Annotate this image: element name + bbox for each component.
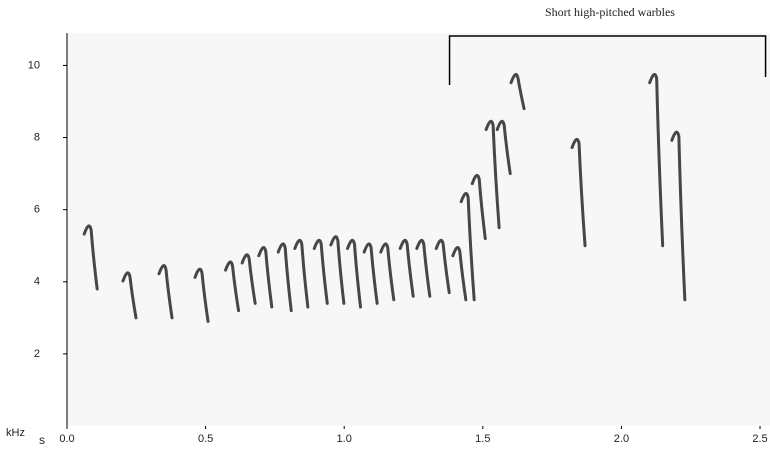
y-tick-label: 6 xyxy=(34,204,40,216)
note xyxy=(459,192,476,302)
note xyxy=(362,242,379,305)
note xyxy=(379,242,396,302)
note xyxy=(495,119,512,176)
x-tick-label: 0.0 xyxy=(59,433,74,445)
note xyxy=(434,238,451,295)
note xyxy=(470,173,487,241)
note xyxy=(121,271,138,320)
x-tick-label: 2.0 xyxy=(614,433,629,445)
y-axis-label: kHz xyxy=(6,427,25,439)
annotation-bracket xyxy=(448,35,767,85)
y-tick-label: 10 xyxy=(28,59,40,71)
note xyxy=(509,73,526,111)
note xyxy=(82,224,99,291)
note xyxy=(451,246,468,302)
note xyxy=(293,238,310,309)
note xyxy=(224,260,241,313)
note xyxy=(276,242,293,313)
x-tick-label: 2.5 xyxy=(752,433,767,445)
note xyxy=(193,267,210,323)
note xyxy=(415,238,432,298)
x-tick-label: 1.0 xyxy=(337,433,352,445)
note xyxy=(329,235,346,305)
note xyxy=(670,130,687,302)
plot-area xyxy=(67,33,770,426)
annotation-text: Short high-pitched warbles xyxy=(545,5,675,19)
note xyxy=(312,238,329,305)
y-tick-label: 2 xyxy=(34,348,40,360)
x-tick-label: 1.5 xyxy=(475,433,490,445)
y-tick-label: 8 xyxy=(34,131,40,143)
note xyxy=(257,246,274,309)
note xyxy=(240,253,257,305)
note xyxy=(157,264,174,320)
y-tick-label: 4 xyxy=(34,276,40,288)
note xyxy=(484,119,501,230)
note xyxy=(398,238,415,298)
x-axis-label: s xyxy=(39,433,45,447)
x-tick-label: 0.5 xyxy=(198,433,213,445)
note xyxy=(346,238,363,309)
note xyxy=(570,137,587,248)
note xyxy=(648,73,665,248)
